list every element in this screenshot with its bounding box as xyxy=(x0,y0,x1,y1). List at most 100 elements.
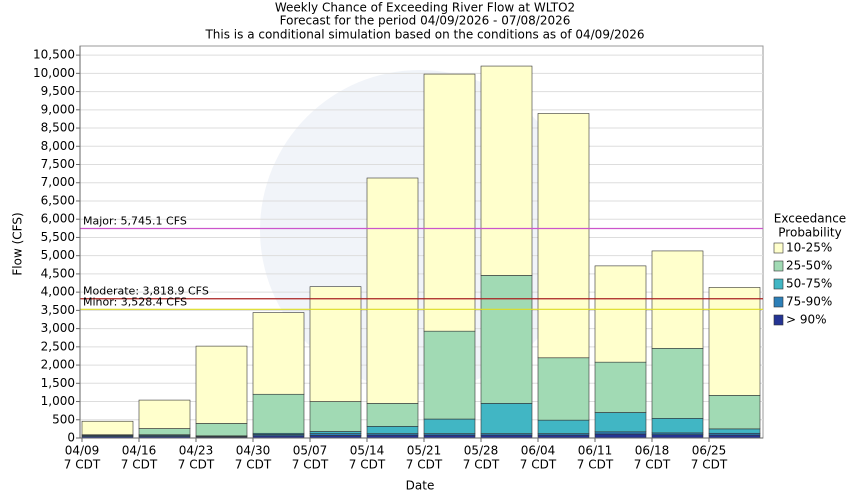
x-tick-label: 04/09 xyxy=(65,444,100,458)
x-tick-label: 04/23 xyxy=(179,444,214,458)
y-tick-label: 2,500 xyxy=(41,339,75,353)
x-tick-label: 7 CDT xyxy=(292,458,329,472)
bar-segment xyxy=(195,423,248,437)
x-tick-label: 05/21 xyxy=(407,444,442,458)
y-tick-label: 500 xyxy=(52,412,75,426)
x-tick-label: 7 CDT xyxy=(64,458,101,472)
bar-segment xyxy=(309,286,362,402)
bar-segment xyxy=(480,275,533,404)
bar-segment xyxy=(195,345,248,424)
y-tick-label: 5,000 xyxy=(41,248,75,262)
y-tick-label: 10,500 xyxy=(33,48,75,62)
legend-swatch xyxy=(773,242,784,254)
x-tick-label: 7 CDT xyxy=(349,458,386,472)
y-tick-label: 3,500 xyxy=(41,303,75,317)
x-tick-label: 05/28 xyxy=(464,444,499,458)
bar-segment xyxy=(594,412,647,433)
y-tick-label: 1,500 xyxy=(41,376,75,390)
legend-swatch xyxy=(773,314,784,326)
x-tick-label: 06/04 xyxy=(521,444,556,458)
legend-swatch xyxy=(773,296,784,308)
bar-segment xyxy=(366,177,419,404)
legend-label: > 90% xyxy=(786,313,827,327)
bar-segment xyxy=(138,399,191,429)
x-tick-label: 7 CDT xyxy=(406,458,443,472)
x-tick-label: 04/16 xyxy=(122,444,157,458)
threshold-label: Moderate: 3,818.9 CFS xyxy=(83,285,209,298)
y-tick-label: 4,500 xyxy=(41,266,75,280)
x-tick-label: 04/30 xyxy=(236,444,271,458)
legend-swatch xyxy=(773,278,784,290)
y-tick-label: 6,500 xyxy=(41,193,75,207)
bar-segment xyxy=(708,395,761,430)
y-tick-label: 9,500 xyxy=(41,84,75,98)
x-tick-label: 05/14 xyxy=(350,444,385,458)
x-tick-label: 7 CDT xyxy=(463,458,500,472)
x-tick-label: 7 CDT xyxy=(634,458,671,472)
chart-subtitle: Forecast for the period 04/09/2026 - 07/… xyxy=(280,14,571,28)
bar-segment xyxy=(708,428,761,434)
bar-segment xyxy=(594,361,647,413)
bar-segment xyxy=(366,403,419,427)
legend-title: Probability xyxy=(778,226,841,240)
legend-title: Exceedance xyxy=(774,212,846,226)
bar-segment xyxy=(537,357,590,421)
bar-segment xyxy=(651,347,704,419)
y-tick-label: 9,000 xyxy=(41,102,75,116)
bar-segment xyxy=(651,250,704,349)
x-tick-label: 7 CDT xyxy=(121,458,158,472)
y-tick-label: 5,500 xyxy=(41,230,75,244)
bar-segment xyxy=(651,418,704,434)
bar-segment xyxy=(594,265,647,363)
bar-segment xyxy=(138,428,191,436)
bar-segment xyxy=(594,433,647,439)
y-tick-label: 7,500 xyxy=(41,157,75,171)
y-tick-label: 8,500 xyxy=(41,121,75,135)
chart-title: Weekly Chance of Exceeding River Flow at… xyxy=(275,1,575,15)
legend-label: 25-50% xyxy=(786,259,832,273)
bar-segment xyxy=(537,419,590,434)
legend-label: 75-90% xyxy=(786,295,832,309)
bar-segment xyxy=(594,431,647,435)
bar-segment xyxy=(423,418,476,434)
bar-segment xyxy=(423,73,476,332)
bar-segment xyxy=(309,431,362,434)
legend-swatch xyxy=(773,260,784,272)
y-tick-label: 3,000 xyxy=(41,321,75,335)
y-tick-label: 0 xyxy=(67,431,75,445)
y-tick-label: 2,000 xyxy=(41,358,75,372)
legend-label: 10-25% xyxy=(786,241,832,255)
bar-segment xyxy=(480,65,533,276)
y-tick-label: 4,000 xyxy=(41,285,75,299)
bar-segment xyxy=(309,401,362,432)
y-tick-label: 6,000 xyxy=(41,212,75,226)
y-tick-label: 10,000 xyxy=(33,66,75,80)
bar-segment xyxy=(252,393,305,434)
x-tick-label: 7 CDT xyxy=(178,458,215,472)
bar-segment xyxy=(423,330,476,420)
y-tick-label: 8,000 xyxy=(41,139,75,153)
bar-segment xyxy=(81,420,134,436)
legend-label: 50-75% xyxy=(786,277,832,291)
bar-segment xyxy=(480,403,533,434)
x-tick-label: 7 CDT xyxy=(577,458,614,472)
x-tick-label: 05/07 xyxy=(293,444,328,458)
x-tick-label: 06/11 xyxy=(578,444,613,458)
x-tick-label: 7 CDT xyxy=(520,458,557,472)
y-tick-label: 1,000 xyxy=(41,394,75,408)
chart-note: This is a conditional simulation based o… xyxy=(204,28,644,42)
x-tick-label: 06/18 xyxy=(635,444,670,458)
bar-segment xyxy=(537,113,590,359)
x-tick-label: 7 CDT xyxy=(691,458,728,472)
x-tick-label: 06/25 xyxy=(692,444,727,458)
bar-segment xyxy=(708,287,761,396)
bar-segment xyxy=(252,312,305,395)
bar-segment xyxy=(366,426,419,434)
y-axis-label: Flow (CFS) xyxy=(11,212,25,275)
x-axis-label: Date xyxy=(406,479,435,493)
threshold-label: Minor: 3,528.4 CFS xyxy=(83,295,187,308)
threshold-label: Major: 5,745.1 CFS xyxy=(83,215,187,228)
y-tick-label: 7,000 xyxy=(41,175,75,189)
x-tick-label: 7 CDT xyxy=(235,458,272,472)
